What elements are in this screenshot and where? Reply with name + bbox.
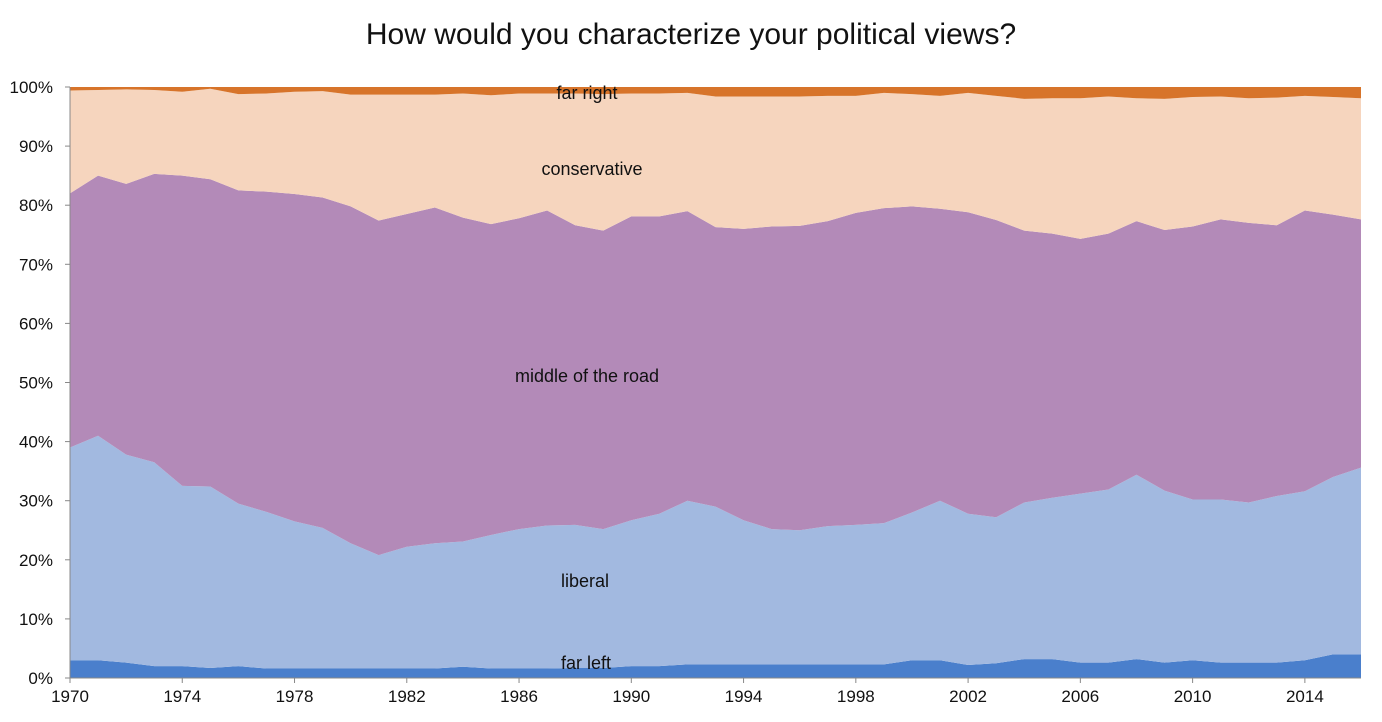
y-tick-label: 0% <box>28 669 53 688</box>
y-tick-label: 50% <box>19 374 53 393</box>
x-tick-labels: 1970 1974 1978 1982 1986 1990 1994 1998 2002 2006… <box>51 678 1324 706</box>
annotation-liberal: liberal <box>561 571 609 591</box>
x-tick-label: 2010 <box>1174 687 1212 706</box>
x-tick-label: 1986 <box>500 687 538 706</box>
x-tick-label: 1998 <box>837 687 875 706</box>
x-tick-label: 1970 <box>51 687 89 706</box>
stacked-areas <box>70 87 1361 678</box>
area-conservative <box>70 88 1361 239</box>
x-tick-label: 1974 <box>163 687 201 706</box>
annotation-far-right: far right <box>556 83 617 103</box>
y-tick-label: 80% <box>19 196 53 215</box>
annotation-far-left: far left <box>561 653 611 673</box>
annotation-conservative: conservative <box>541 159 642 179</box>
x-tick-label: 2002 <box>949 687 987 706</box>
x-tick-label: 2014 <box>1286 687 1324 706</box>
y-tick-label: 70% <box>19 255 53 274</box>
x-tick-label: 1990 <box>612 687 650 706</box>
area-far-left <box>70 654 1361 678</box>
y-tick-label: 10% <box>19 610 53 629</box>
annotation-middle-of-the-road: middle of the road <box>515 366 659 386</box>
y-tick-label: 100% <box>10 78 53 97</box>
y-tick-label: 40% <box>19 433 53 452</box>
y-tick-label: 90% <box>19 137 53 156</box>
x-tick-label: 1978 <box>276 687 314 706</box>
area-middle-of-the-road <box>70 173 1361 556</box>
y-tick-labels: 0% 10% 20% 30% 40% 50% 60% 70% 80% 90% 100% <box>10 78 70 688</box>
chart-title: How would you characterize your politica… <box>365 18 1017 51</box>
y-tick-label: 60% <box>19 314 53 333</box>
x-tick-label: 1982 <box>388 687 426 706</box>
y-tick-label: 20% <box>19 551 53 570</box>
x-tick-label: 2006 <box>1061 687 1099 706</box>
series-annotations: far right conservative middle of the roa… <box>515 83 659 673</box>
area-liberal <box>70 435 1361 669</box>
x-tick-label: 1994 <box>725 687 763 706</box>
y-tick-label: 30% <box>19 492 53 511</box>
area-far-right <box>70 87 1361 99</box>
